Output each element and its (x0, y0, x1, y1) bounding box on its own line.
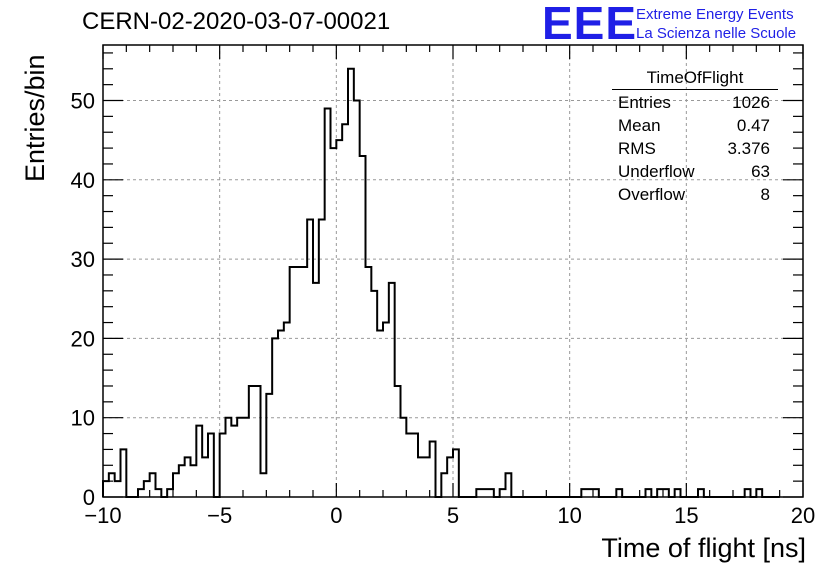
stats-row-entries: Entries 1026 (612, 91, 778, 114)
stats-value: 63 (751, 162, 770, 181)
stats-box: TimeOfFlight Entries 1026 Mean 0.47 RMS … (612, 68, 778, 206)
stats-label: Overflow (618, 185, 686, 204)
x-tick-label: 15 (674, 503, 698, 528)
stats-row-overflow: Overflow 8 (612, 183, 778, 206)
stats-title: TimeOfFlight (612, 68, 778, 90)
grid-lines (103, 45, 803, 497)
x-tick-label: 0 (330, 503, 342, 528)
x-tick-label: 20 (791, 503, 815, 528)
stats-value: 0.47 (736, 116, 770, 135)
y-axis-label: Entries/bin (20, 54, 50, 182)
eee-logo-text: Extreme Energy Events La Scienza nelle S… (636, 5, 796, 43)
y-tick-label: 40 (71, 168, 95, 193)
stats-row-rms: RMS 3.376 (612, 137, 778, 160)
y-tick-label: 30 (71, 247, 95, 272)
y-tick-label: 10 (71, 406, 95, 431)
logo-line-1: Extreme Energy Events (636, 6, 794, 23)
y-tick-label: 20 (71, 326, 95, 351)
stats-row-underflow: Underflow 63 (612, 160, 778, 183)
x-tick-labels: −10 −5 0 5 10 15 20 (84, 503, 815, 528)
stats-value: 3.376 (727, 139, 770, 158)
chart-title: CERN-02-2020-03-07-00021 (82, 8, 391, 35)
eee-logo-mark: EEE (542, 0, 638, 49)
x-axis-label: Time of flight [ns] (601, 533, 806, 563)
axis-ticks (102, 45, 804, 498)
y-tick-labels: 0 10 20 30 40 50 (71, 89, 95, 510)
stats-label: RMS (618, 139, 656, 158)
stats-value: 1026 (732, 93, 770, 112)
stats-row-mean: Mean 0.47 (612, 114, 778, 137)
y-tick-label: 0 (83, 485, 95, 510)
logo-line-2: La Scienza nelle Scuole (636, 25, 797, 42)
y-tick-label: 50 (71, 89, 95, 114)
x-tick-label: −10 (84, 503, 121, 528)
x-tick-label: 10 (557, 503, 581, 528)
stats-label: Underflow (618, 162, 695, 181)
x-tick-label: −5 (207, 503, 232, 528)
x-tick-label: 5 (447, 503, 459, 528)
stats-label: Entries (618, 93, 671, 112)
stats-label: Mean (618, 116, 661, 135)
stats-value: 8 (760, 185, 770, 204)
